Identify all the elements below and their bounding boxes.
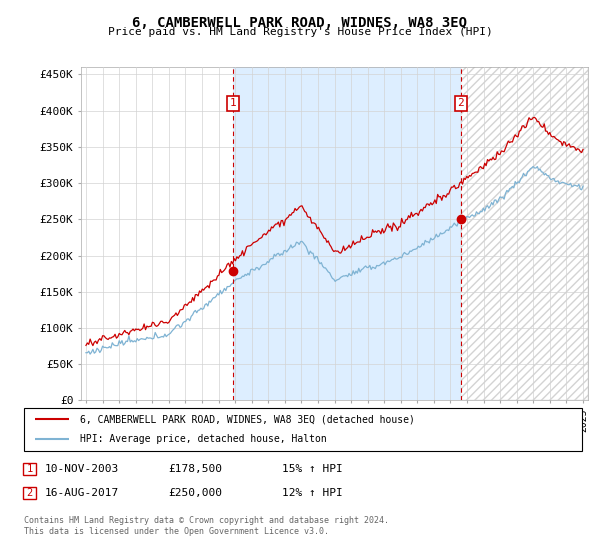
Text: 6, CAMBERWELL PARK ROAD, WIDNES, WA8 3EQ: 6, CAMBERWELL PARK ROAD, WIDNES, WA8 3EQ	[133, 16, 467, 30]
Text: £178,500: £178,500	[168, 464, 222, 474]
Text: Price paid vs. HM Land Registry's House Price Index (HPI): Price paid vs. HM Land Registry's House …	[107, 27, 493, 37]
Text: Contains HM Land Registry data © Crown copyright and database right 2024.
This d: Contains HM Land Registry data © Crown c…	[24, 516, 389, 536]
Bar	[461, 67, 588, 400]
Text: 15% ↑ HPI: 15% ↑ HPI	[282, 464, 343, 474]
Text: 1: 1	[26, 464, 32, 474]
Bar	[233, 67, 461, 400]
Text: HPI: Average price, detached house, Halton: HPI: Average price, detached house, Halt…	[80, 434, 326, 444]
Text: 12% ↑ HPI: 12% ↑ HPI	[282, 488, 343, 498]
Text: 2: 2	[457, 99, 464, 109]
Text: 16-AUG-2017: 16-AUG-2017	[45, 488, 119, 498]
Text: £250,000: £250,000	[168, 488, 222, 498]
Text: 2: 2	[26, 488, 32, 498]
Text: 1: 1	[230, 99, 236, 109]
Text: 6, CAMBERWELL PARK ROAD, WIDNES, WA8 3EQ (detached house): 6, CAMBERWELL PARK ROAD, WIDNES, WA8 3EQ…	[80, 414, 415, 424]
Text: 10-NOV-2003: 10-NOV-2003	[45, 464, 119, 474]
FancyBboxPatch shape	[24, 408, 582, 451]
